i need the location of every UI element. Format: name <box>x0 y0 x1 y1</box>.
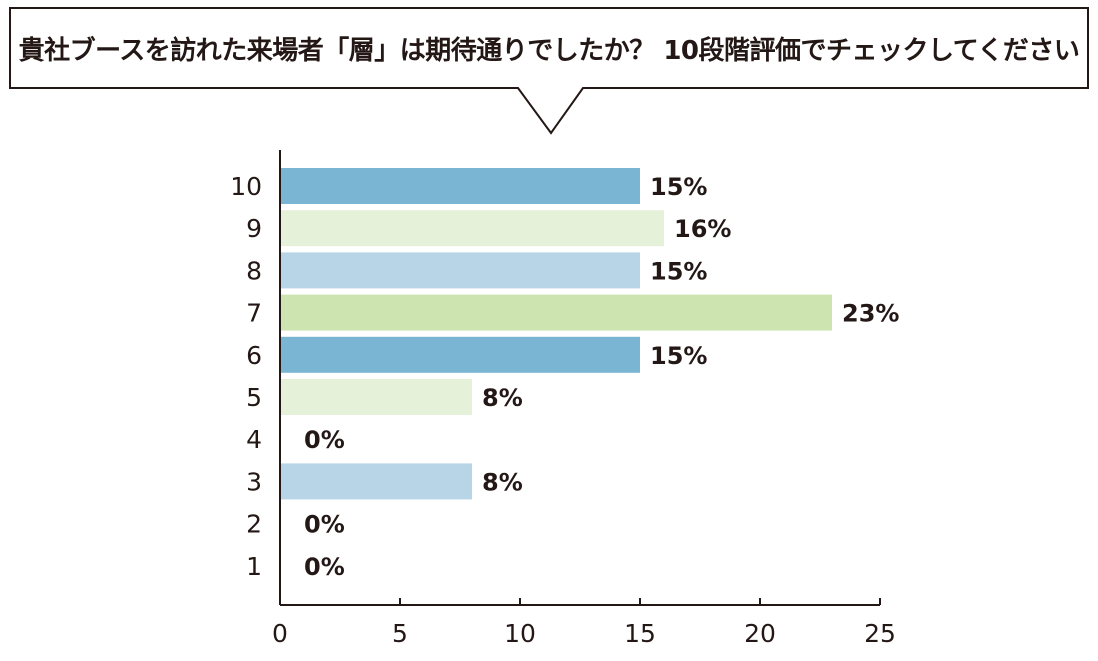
data-label: 15% <box>650 257 707 285</box>
category-label: 3 <box>246 467 262 496</box>
category-label: 1 <box>246 552 262 581</box>
bar <box>280 252 640 289</box>
category-label: 4 <box>246 425 262 454</box>
category-label: 9 <box>246 214 262 243</box>
bar <box>280 379 472 415</box>
data-label: 0% <box>304 426 345 454</box>
category-label: 5 <box>246 383 262 412</box>
bar <box>280 168 640 204</box>
x-tick-label: 5 <box>392 619 408 648</box>
category-label: 2 <box>246 510 262 539</box>
category-label: 6 <box>246 341 262 370</box>
bar <box>280 294 832 331</box>
data-label: 15% <box>650 342 707 370</box>
category-label: 8 <box>246 256 262 285</box>
x-tick-label: 25 <box>864 619 896 648</box>
data-label: 0% <box>304 553 345 581</box>
category-label: 10 <box>230 172 262 201</box>
bar <box>280 210 664 247</box>
data-label: 15% <box>650 173 707 201</box>
bar <box>280 463 472 500</box>
x-tick-label: 0 <box>272 619 288 648</box>
data-label: 0% <box>304 511 345 539</box>
category-label: 7 <box>246 299 262 328</box>
x-tick-label: 10 <box>504 619 536 648</box>
data-label: 8% <box>482 384 523 412</box>
x-tick-label: 20 <box>744 619 776 648</box>
data-label: 16% <box>674 215 731 243</box>
bar <box>280 336 640 373</box>
x-tick-label: 15 <box>624 619 656 648</box>
chart-title: 貴社ブースを訪れた来場者「層」は期待通りでしたか？ 10段階評価でチェックしてく… <box>18 35 1080 66</box>
data-label: 8% <box>482 468 523 496</box>
data-label: 23% <box>842 300 899 328</box>
